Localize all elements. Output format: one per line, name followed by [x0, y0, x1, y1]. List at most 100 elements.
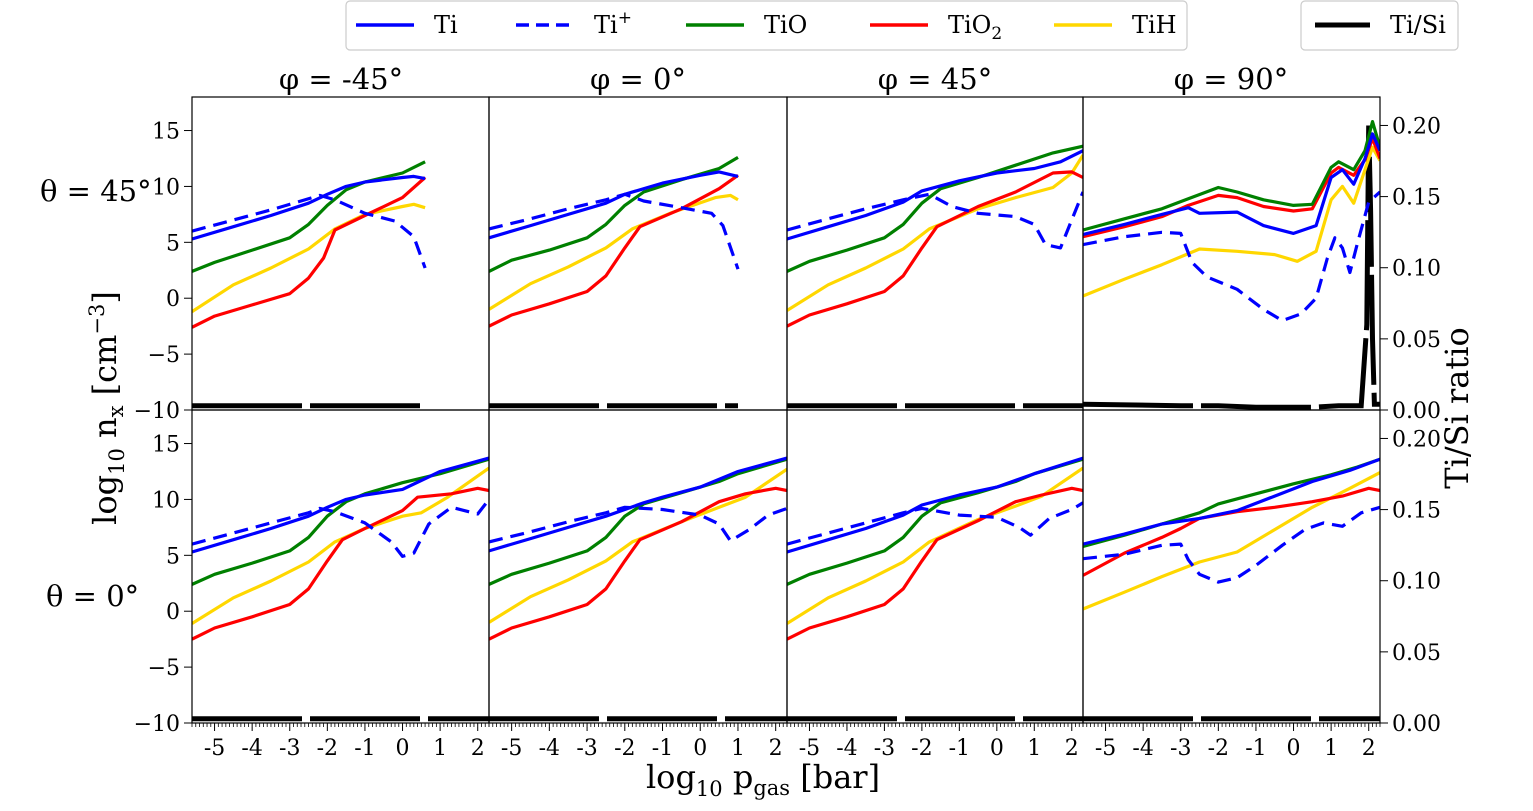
- series-ti: [1083, 132, 1380, 237]
- x-tick-label: 2: [1065, 736, 1079, 761]
- y-tick-label: 15: [152, 120, 180, 145]
- x-tick-label: -1: [1245, 736, 1266, 761]
- series-tio: [787, 457, 1083, 586]
- y-tick-label: −5: [148, 656, 180, 681]
- series-ti-plus: [1083, 505, 1380, 584]
- series-tio2: [787, 486, 1083, 641]
- legend-ratio: Ti/Si: [1300, 0, 1459, 51]
- legend-main: Ti Ti+ TiO TiO2 TiH: [345, 0, 1188, 51]
- legend-item: Ti+: [516, 8, 632, 39]
- panels: [191, 96, 1381, 724]
- x-tick-label: 2: [1362, 736, 1376, 761]
- legend-items: Ti Ti+ TiO TiO2 TiH: [356, 8, 1177, 44]
- series-tih: [489, 467, 787, 624]
- panel-series: [787, 456, 1083, 722]
- x-tick-label: -4: [836, 736, 857, 761]
- col-title-1: φ = 0°: [590, 62, 686, 96]
- series-tih: [787, 466, 1083, 625]
- x-tick-label: 1: [1027, 736, 1041, 761]
- series-ti-plus: [192, 498, 489, 558]
- series-tio2: [192, 176, 427, 329]
- x-tick-label: 1: [433, 736, 447, 761]
- row-title-1: θ = 0°: [46, 579, 139, 613]
- series-ti: [787, 149, 1083, 241]
- panel-frame: [1082, 96, 1381, 411]
- panel-r0-c2: [786, 96, 1084, 411]
- x-tick-label: 0: [1287, 736, 1301, 761]
- series-ti: [787, 456, 1083, 554]
- y2-tick-label: 0.20: [1392, 114, 1441, 139]
- x-tick-label: -1: [354, 736, 375, 761]
- panel-r0-c0: [191, 96, 490, 411]
- x-tick-label: -4: [1132, 736, 1153, 761]
- y-tick-label: 0: [166, 600, 180, 625]
- legend-ratio-label: Ti/Si: [1390, 11, 1446, 39]
- series-tio: [1083, 120, 1380, 232]
- y-tick-label: 0: [166, 287, 180, 312]
- col-title-2: φ = 45°: [878, 62, 992, 96]
- y2-tick-label: 0.05: [1392, 328, 1441, 353]
- y2-tick-label: 0.15: [1392, 186, 1441, 211]
- x-tick-label: -2: [614, 736, 635, 761]
- legend-label: Ti+: [594, 8, 632, 39]
- legend-ratio-frame: [1300, 0, 1459, 51]
- panel-r0-c3: [1082, 96, 1381, 411]
- legend-label: TiO2: [948, 11, 1002, 44]
- y-tick-label: 5: [166, 231, 180, 256]
- panel-frame: [191, 96, 490, 411]
- x-tick-label: 0: [693, 736, 707, 761]
- panel-series: [1083, 457, 1380, 722]
- series-tio: [489, 457, 787, 586]
- y2-tick-label: 0.00: [1392, 712, 1441, 737]
- series-ti-plus: [1083, 190, 1380, 323]
- y2-tick-label: 0.00: [1392, 399, 1441, 424]
- y-axis-label: log10 nx [cm−3]: [85, 291, 129, 525]
- x-tick-label: -2: [317, 736, 338, 761]
- y-tick-label: −10: [134, 712, 180, 737]
- x-tick-label: -5: [1095, 736, 1116, 761]
- y-tick-label: −5: [148, 343, 180, 368]
- x-tick-label: 0: [990, 736, 1004, 761]
- series-ti: [1083, 457, 1380, 546]
- x-tick-label: -3: [874, 736, 895, 761]
- x-tick-label: -4: [241, 736, 262, 761]
- y-tick-label: 5: [166, 544, 180, 569]
- x-tick-label: 2: [471, 736, 485, 761]
- y2-tick-label: 0.05: [1392, 641, 1441, 666]
- y-tick-label: −10: [134, 399, 180, 424]
- x-axis-label: log10 pgas [bar]: [646, 758, 880, 801]
- series-tio2: [192, 486, 489, 641]
- y2-tick-label: 0.10: [1392, 570, 1441, 595]
- series-ti: [192, 174, 426, 241]
- row-title-0: θ = 45°: [40, 174, 152, 208]
- panel-r1-c3: [1082, 409, 1381, 724]
- series-tih: [1083, 471, 1380, 611]
- series-ti: [192, 456, 489, 554]
- x-tick-label: 0: [396, 736, 410, 761]
- x-tick-label: -1: [652, 736, 673, 761]
- x-tick-label: 2: [769, 736, 783, 761]
- legend-label: Ti: [434, 11, 458, 39]
- panel-series: [192, 160, 427, 409]
- col-title-3: φ = 90°: [1174, 62, 1288, 96]
- series-ti-si-ratio: [1083, 125, 1380, 410]
- series-ti-plus: [787, 501, 1083, 546]
- series-ti: [489, 170, 739, 240]
- series-ti-plus: [489, 505, 787, 544]
- panel-frame: [1082, 409, 1381, 724]
- x-tick-label: -5: [501, 736, 522, 761]
- x-tick-label: -3: [1170, 736, 1191, 761]
- y2-axis-label: Ti/Si ratio: [1438, 327, 1476, 488]
- legend-main-frame: [345, 0, 1188, 51]
- x-tick-label: -4: [539, 736, 560, 761]
- x-tick-label: -2: [1208, 736, 1229, 761]
- col-title-0: φ = -45°: [279, 62, 403, 96]
- legend-item: TiO: [686, 11, 807, 39]
- series-ti: [489, 456, 787, 553]
- series-tih: [1083, 145, 1380, 298]
- legend-item: TiO2: [870, 11, 1002, 44]
- panel-r1-c0: [191, 409, 490, 724]
- panel-r0-c1: [488, 96, 788, 411]
